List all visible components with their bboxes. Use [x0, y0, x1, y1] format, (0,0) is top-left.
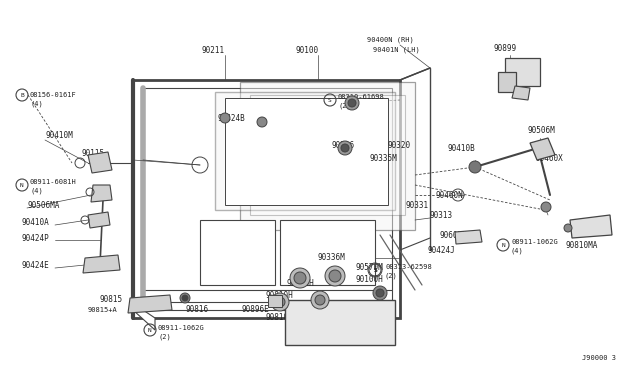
Text: 90815: 90815 [100, 295, 123, 305]
Text: 90810M: 90810M [353, 315, 381, 324]
Text: 90815+A: 90815+A [88, 307, 118, 313]
Text: 90424B: 90424B [218, 113, 246, 122]
Circle shape [275, 297, 285, 307]
Circle shape [329, 270, 341, 282]
Text: 90211: 90211 [202, 45, 225, 55]
Circle shape [220, 113, 230, 123]
Bar [200, 220, 275, 285]
Text: 90424P: 90424P [22, 234, 50, 243]
Text: N: N [501, 243, 505, 247]
Text: S: S [373, 267, 377, 273]
Polygon shape [250, 95, 405, 215]
Circle shape [376, 289, 384, 297]
Text: 90810H: 90810H [265, 291, 292, 299]
Text: 90320: 90320 [388, 141, 411, 150]
Text: 90506M: 90506M [528, 125, 556, 135]
Text: N: N [148, 327, 152, 333]
Text: 90424E: 90424E [22, 260, 50, 269]
Polygon shape [143, 88, 392, 310]
Text: 90336M: 90336M [318, 253, 346, 263]
Text: 90335M: 90335M [370, 154, 397, 163]
Circle shape [182, 295, 188, 301]
Circle shape [311, 291, 329, 309]
Circle shape [294, 272, 306, 284]
Polygon shape [225, 98, 388, 205]
Text: (4): (4) [30, 101, 43, 107]
Text: S: S [328, 97, 332, 103]
Circle shape [345, 96, 359, 110]
Text: 90410A: 90410A [22, 218, 50, 227]
Text: 90115: 90115 [82, 148, 105, 157]
Circle shape [290, 268, 310, 288]
Polygon shape [240, 82, 415, 230]
Circle shape [338, 141, 352, 155]
Polygon shape [512, 86, 530, 100]
Text: J90000 3: J90000 3 [582, 355, 616, 361]
Text: 90313: 90313 [430, 211, 453, 219]
Text: 90810H: 90810H [286, 279, 314, 288]
Text: 90410B: 90410B [447, 144, 475, 153]
Circle shape [348, 99, 356, 107]
Circle shape [271, 293, 289, 311]
Circle shape [564, 224, 572, 232]
Text: 90401N (LH): 90401N (LH) [373, 47, 420, 53]
Text: 08911-1062G: 08911-1062G [158, 325, 205, 331]
Text: 90460N: 90460N [435, 190, 463, 199]
Circle shape [315, 295, 325, 305]
Text: 90570M: 90570M [355, 263, 383, 273]
Polygon shape [133, 80, 400, 318]
Text: (2): (2) [158, 334, 171, 340]
Text: 90899: 90899 [494, 44, 517, 52]
Text: 90810MA: 90810MA [565, 241, 597, 250]
Text: 08911-6081H: 08911-6081H [30, 179, 77, 185]
Text: B: B [20, 93, 24, 97]
Text: 08310-61698: 08310-61698 [338, 94, 385, 100]
Circle shape [469, 161, 481, 173]
Text: 08156-0161F: 08156-0161F [30, 92, 77, 98]
Text: (2): (2) [338, 103, 351, 109]
Polygon shape [88, 152, 112, 173]
Text: 90424J: 90424J [428, 246, 456, 254]
Bar [285, 300, 395, 345]
Text: 90100H: 90100H [355, 276, 383, 285]
Polygon shape [530, 138, 555, 160]
Text: N: N [20, 183, 24, 187]
Text: 90506MA: 90506MA [27, 201, 60, 209]
Text: 90896E: 90896E [242, 305, 269, 314]
Polygon shape [83, 255, 120, 273]
Circle shape [341, 144, 349, 152]
Bar [280, 220, 375, 285]
Text: 90100: 90100 [295, 45, 318, 55]
Text: (4): (4) [511, 248, 524, 254]
Polygon shape [133, 310, 155, 330]
Text: 08911-1062G: 08911-1062G [511, 239, 557, 245]
Text: 90331: 90331 [405, 201, 428, 209]
Polygon shape [91, 185, 112, 202]
Text: 90460X: 90460X [535, 154, 563, 163]
Text: 08313-62598: 08313-62598 [385, 264, 432, 270]
Text: 90326: 90326 [332, 141, 355, 150]
Text: (4): (4) [30, 188, 43, 194]
Text: 90410M: 90410M [45, 131, 73, 140]
Text: (2): (2) [385, 273, 397, 279]
Text: 90400N (RH): 90400N (RH) [367, 37, 413, 43]
Circle shape [325, 266, 345, 286]
Polygon shape [455, 230, 482, 244]
Circle shape [180, 293, 190, 303]
Text: 90816: 90816 [185, 305, 208, 314]
Bar [505, 58, 540, 86]
Circle shape [373, 286, 387, 300]
Text: S: S [373, 267, 377, 273]
Text: 90605N: 90605N [440, 231, 468, 240]
Polygon shape [215, 92, 395, 210]
Polygon shape [128, 295, 172, 313]
Circle shape [257, 117, 267, 127]
Polygon shape [570, 215, 612, 238]
Bar [268, 295, 282, 307]
Bar [498, 72, 516, 92]
Text: 90810H: 90810H [265, 314, 292, 323]
Polygon shape [88, 212, 110, 228]
Circle shape [541, 202, 551, 212]
